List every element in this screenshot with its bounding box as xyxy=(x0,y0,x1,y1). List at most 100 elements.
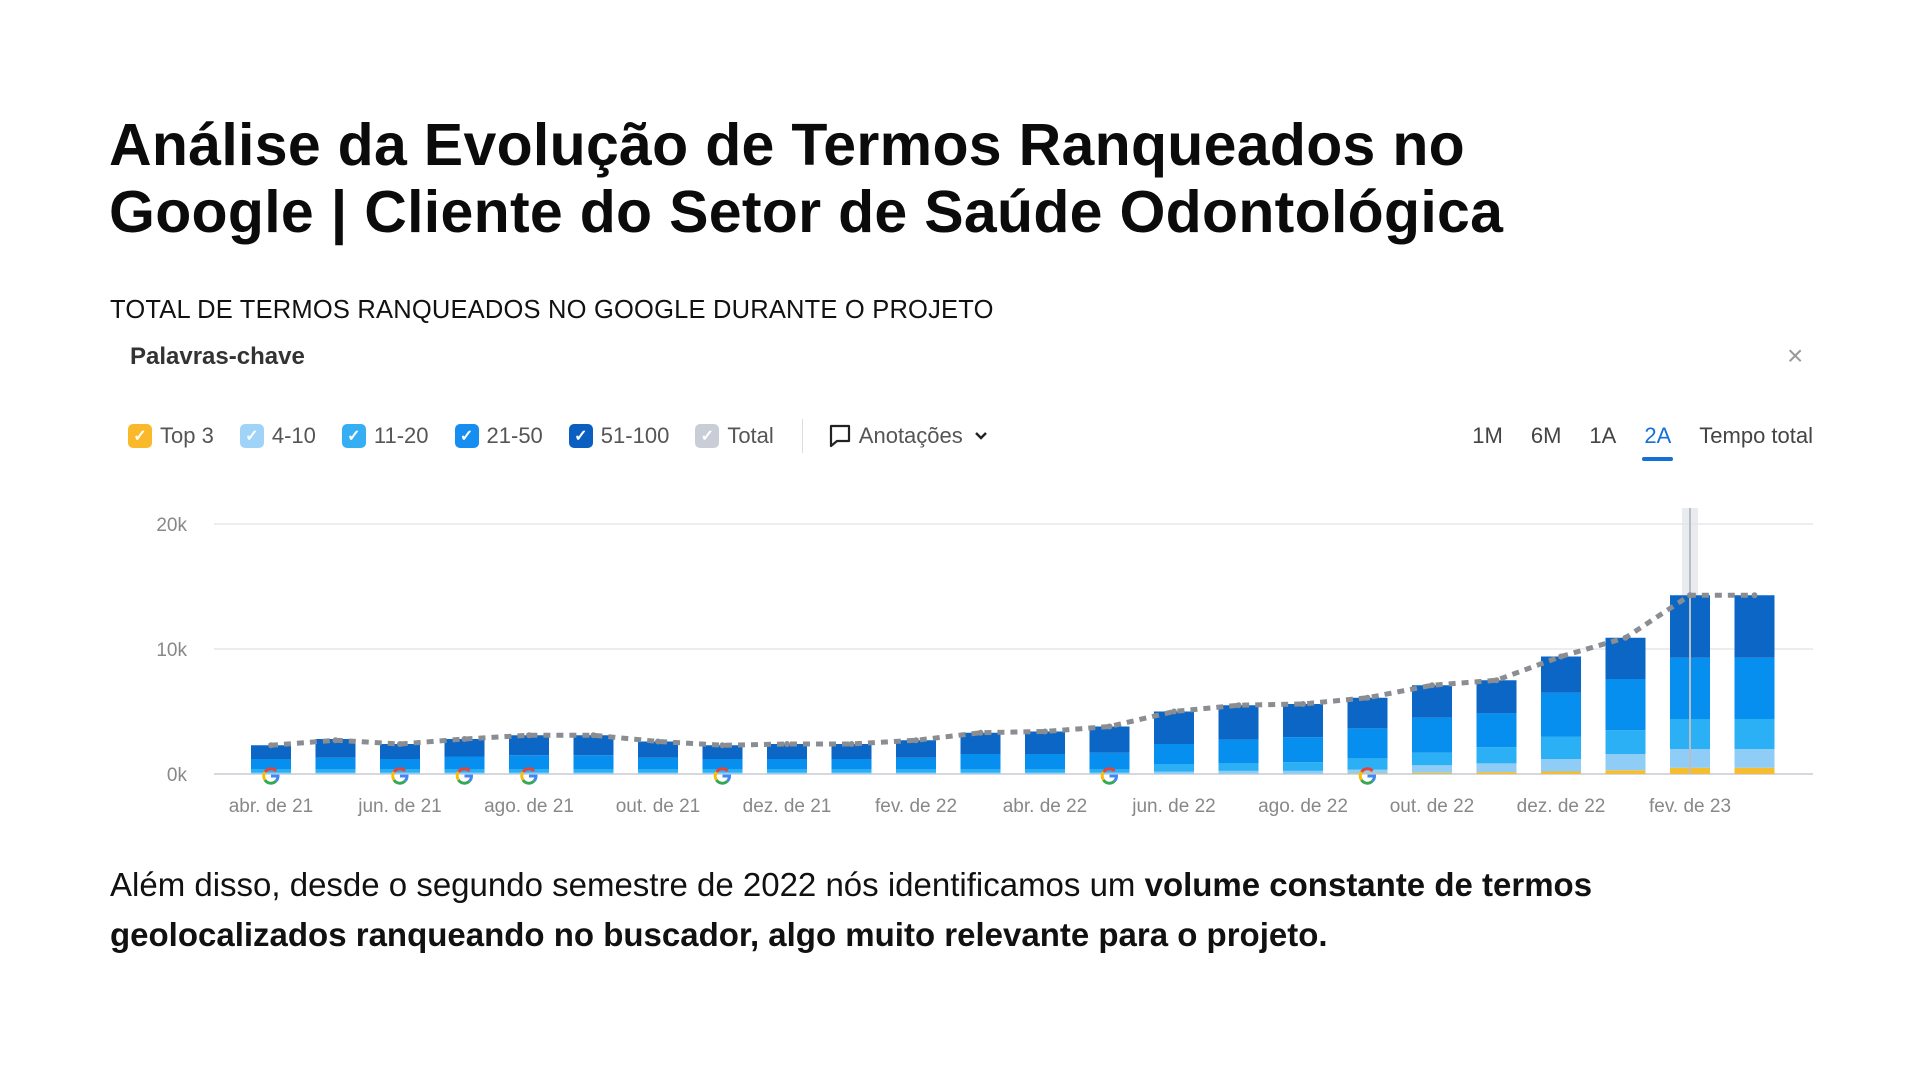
bar-segment-11-20 xyxy=(509,769,549,773)
bar-segment-4-10 xyxy=(896,772,936,774)
bar-segment-21-50 xyxy=(1412,717,1452,753)
legend-top3[interactable]: ✓ Top 3 xyxy=(128,423,214,449)
bar-segment-51-100 xyxy=(638,741,678,758)
bar-segment-4-10 xyxy=(1605,754,1646,771)
bar-segment-4-10 xyxy=(638,772,678,774)
bar-segment-51-100 xyxy=(1283,704,1323,738)
bar-segment-21-50 xyxy=(573,755,614,769)
x-tick-label: out. de 21 xyxy=(616,796,701,817)
bar-segment-51-100 xyxy=(960,732,1001,754)
bar-segment-top-3 xyxy=(1476,772,1517,774)
bar-segment-51-100 xyxy=(1347,697,1388,729)
bar-segment-51-100 xyxy=(1025,731,1065,754)
bar-segment-51-100 xyxy=(573,735,614,756)
total-point xyxy=(1106,723,1113,730)
bar-segment-51-100 xyxy=(444,739,485,757)
range-1m[interactable]: 1M xyxy=(1472,423,1503,448)
bar-segment-4-10 xyxy=(509,772,549,774)
checkbox-checked-icon[interactable]: ✓ xyxy=(341,424,366,448)
range-1a[interactable]: 1A xyxy=(1589,423,1617,448)
checkbox-checked-icon[interactable]: ✓ xyxy=(128,424,152,448)
bar-segment-11-20 xyxy=(767,769,807,773)
checkbox-checked-icon[interactable]: ✓ xyxy=(239,424,264,448)
bar-segment-21-50 xyxy=(380,759,420,769)
google-update-icon xyxy=(391,767,409,785)
bar-segment-51-100 xyxy=(315,739,356,758)
y-tick-label: 10k xyxy=(156,640,187,661)
summary-highlight: volume constante de termos geolocalizado… xyxy=(110,866,1593,953)
bar-segment-51-100 xyxy=(1541,656,1581,693)
bar-segment-51-100 xyxy=(1089,726,1130,753)
bar-segment-51-100 xyxy=(767,744,807,759)
bar-segment-4-10 xyxy=(960,772,1001,774)
google-update-icon xyxy=(520,767,538,785)
total-point xyxy=(977,729,984,736)
annotations-label: Anotações xyxy=(858,423,963,448)
divider xyxy=(801,419,803,453)
bar-segment-11-20 xyxy=(1089,769,1130,773)
bar-segment-21-50 xyxy=(702,759,743,769)
legend-label: Total xyxy=(727,423,774,448)
bar-segment-51-100 xyxy=(1218,705,1259,740)
bar-segment-11-20 xyxy=(831,769,872,773)
bar-segment-11-20 xyxy=(444,769,485,773)
y-tick-label: 0k xyxy=(167,765,188,786)
chart-legend: ✓ Top 3 ✓ 4-10 ✓ 11-20 ✓ 21-50 ✓ 51-100 ✓ Tota… xyxy=(128,419,999,453)
range-2a[interactable]: 2A xyxy=(1642,423,1674,461)
google-update-icon xyxy=(262,767,280,785)
total-point xyxy=(1751,592,1758,599)
legend-total[interactable]: ✓ Total xyxy=(695,423,774,449)
bar-segment-4-10 xyxy=(444,772,485,774)
bar-segment-4-10 xyxy=(251,772,291,774)
bar-segment-4-10 xyxy=(1476,763,1517,773)
bar-segment-11-20 xyxy=(960,769,1001,773)
total-point xyxy=(784,741,790,747)
bar-segment-21-50 xyxy=(1154,744,1194,764)
x-tick-label: ago. de 22 xyxy=(1258,796,1348,817)
card-title: Palavras-chave xyxy=(130,343,305,370)
checkbox-checked-icon[interactable]: ✓ xyxy=(695,424,720,448)
bar-segment-21-50 xyxy=(1283,737,1323,763)
checkbox-checked-icon[interactable]: ✓ xyxy=(568,424,593,448)
x-tick-label: dez. de 21 xyxy=(743,796,832,817)
close-icon[interactable]: × xyxy=(1787,340,1804,371)
total-point xyxy=(655,738,661,745)
total-point xyxy=(332,737,339,744)
google-update-icon xyxy=(713,767,731,785)
total-point xyxy=(397,741,403,747)
keywords-bar-chart: 0k 10k 20k abr. de 21 jun. de 21 ago. de 21 ou… xyxy=(156,508,1813,817)
x-tick-label: abr. de 22 xyxy=(1003,796,1088,817)
range-6m[interactable]: 6M xyxy=(1530,423,1562,448)
comment-icon xyxy=(829,424,850,448)
bar-segment-4-10 xyxy=(1412,765,1452,773)
checkbox-checked-icon[interactable]: ✓ xyxy=(454,424,479,448)
annotations-dropdown[interactable]: Anotações xyxy=(829,423,999,449)
page-title: Análise da Evolução de Termos Ranqueados… xyxy=(109,112,1503,246)
bar-segment-21-50 xyxy=(1541,692,1581,737)
bar-segment-top-3 xyxy=(1605,770,1646,774)
total-point xyxy=(1171,708,1177,715)
legend-51-100[interactable]: ✓ 51-100 xyxy=(568,423,669,449)
x-tick-label: fev. de 22 xyxy=(875,796,957,817)
summary-paragraph: Além disso, desde o segundo semestre de … xyxy=(110,860,1830,960)
bar-segment-51-100 xyxy=(896,740,936,758)
range-all-time[interactable]: Tempo total xyxy=(1699,423,1813,448)
total-point xyxy=(1493,677,1500,684)
total-point xyxy=(526,732,532,739)
x-tick-label: dez. de 22 xyxy=(1517,796,1606,817)
bar-segment-51-100 xyxy=(1476,680,1517,714)
bar-segment-11-20 xyxy=(702,769,743,773)
bar-segment-4-10 xyxy=(1154,771,1194,774)
bar-segment-51-100 xyxy=(831,744,872,759)
total-point xyxy=(1622,634,1629,641)
bar-segment-11-20 xyxy=(573,769,614,773)
bar-segment-4-10 xyxy=(1347,769,1388,774)
legend-11-20[interactable]: ✓ 11-20 xyxy=(341,423,429,449)
bar-segment-4-10 xyxy=(767,772,807,774)
bar-segment-51-100 xyxy=(702,745,743,759)
legend-4-10[interactable]: ✓ 4-10 xyxy=(239,423,316,449)
legend-21-50[interactable]: ✓ 21-50 xyxy=(454,423,543,449)
bar-segment-21-50 xyxy=(1347,728,1388,759)
bar-segment-21-50 xyxy=(960,754,1001,769)
bar-segment-4-10 xyxy=(573,772,614,774)
